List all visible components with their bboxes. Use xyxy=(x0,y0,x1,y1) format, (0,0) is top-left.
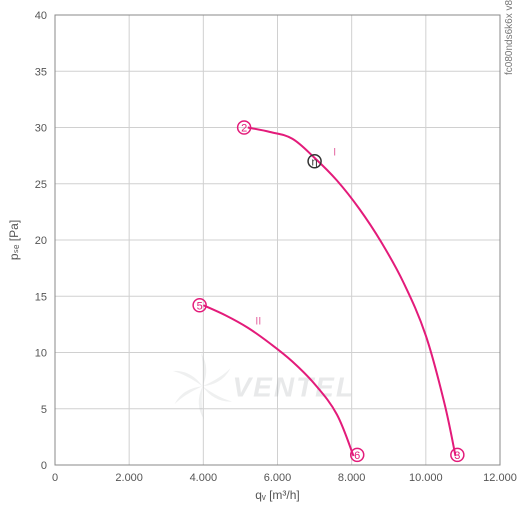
y-tick-label: 25 xyxy=(35,179,47,191)
y-tick-label: 30 xyxy=(35,123,47,135)
y-tick-label: 10 xyxy=(35,348,47,360)
marker-label-5: 5 xyxy=(197,300,203,312)
marker-label-3: 3 xyxy=(454,450,460,462)
watermark: VENTEL xyxy=(173,353,355,419)
x-axis-label: qᵥ [m³/h] xyxy=(255,488,300,502)
x-tick-label: 10.000 xyxy=(409,472,443,484)
watermark-icon xyxy=(173,353,232,419)
y-tick-label: 35 xyxy=(35,66,47,78)
x-tick-label: 12.000 xyxy=(483,472,517,484)
y-tick-label: 5 xyxy=(41,404,47,416)
marker-label-6: 6 xyxy=(354,450,360,462)
x-tick-label: 8.000 xyxy=(338,472,366,484)
fan-curve-chart: VENTELIII2356η02.0004.0006.0008.00010.00… xyxy=(0,0,528,509)
watermark-text: VENTEL xyxy=(233,371,355,402)
marker-label-2: 2 xyxy=(241,123,247,135)
curve-roman-label: I xyxy=(333,147,336,159)
y-tick-label: 0 xyxy=(41,460,47,472)
curve-roman-label: II xyxy=(255,315,261,327)
marker-label-η: η xyxy=(312,156,318,168)
x-tick-label: 2.000 xyxy=(115,472,143,484)
y-tick-label: 40 xyxy=(35,10,47,22)
y-tick-label: 15 xyxy=(35,291,47,303)
x-tick-label: 0 xyxy=(52,472,58,484)
y-axis-label: pₛₑ [Pa] xyxy=(7,220,21,260)
x-tick-label: 6.000 xyxy=(264,472,292,484)
side-label: fc080nds6k6x v802/803 xyxy=(504,0,515,75)
chart-container: VENTELIII2356η02.0004.0006.0008.00010.00… xyxy=(0,0,528,509)
y-tick-label: 20 xyxy=(35,235,47,247)
x-tick-label: 4.000 xyxy=(190,472,218,484)
